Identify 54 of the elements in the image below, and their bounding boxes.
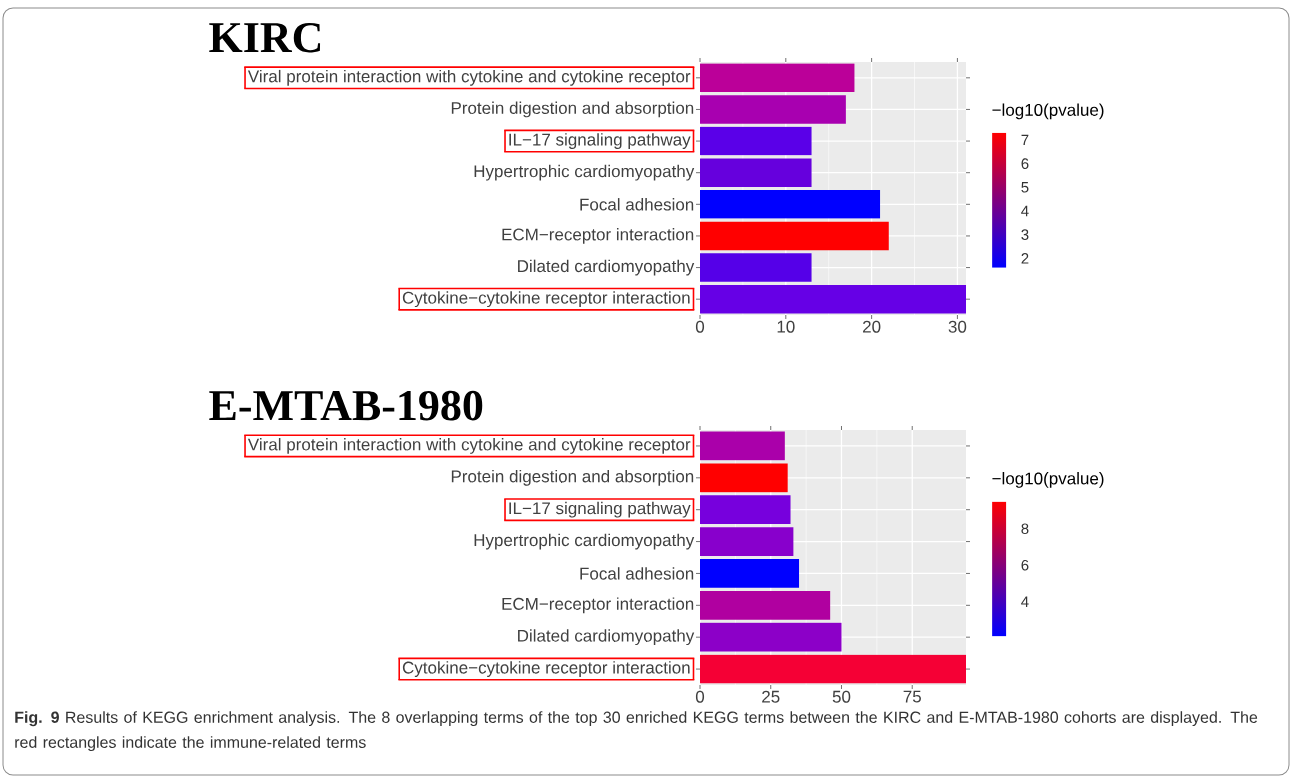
y-tick-label: Viral protein interaction with cytokine and cytokine receptor bbox=[247, 69, 691, 86]
x-tick-label: 10 bbox=[777, 320, 795, 333]
bar bbox=[700, 622, 842, 652]
color-bar-label: 5 bbox=[1021, 182, 1029, 193]
bar bbox=[700, 590, 831, 620]
bar bbox=[700, 284, 966, 314]
bar bbox=[700, 559, 800, 588]
text: Fig. 9 Results of KEGG enrichment analysis. The 8 overlapping terms of the top 30 enriched KEGG terms between the KIRC and E-MTAB-1980 cohorts are displayed. The red rectangles indicate the immune-related terms bbox=[15, 711, 1258, 752]
y-tick-label: Protein digestion and absorption bbox=[451, 469, 694, 486]
bar bbox=[700, 253, 812, 282]
y-tick-label: IL−17 signaling pathway bbox=[509, 133, 691, 149]
color-bar-label: 8 bbox=[1021, 523, 1029, 535]
bar bbox=[700, 654, 966, 684]
color-bar-label: 6 bbox=[1021, 559, 1029, 571]
bar bbox=[700, 527, 794, 556]
y-tick-label: Cytokine−cytokine receptor interaction bbox=[402, 291, 690, 308]
y-tick-label: Cytokine−cytokine receptor interaction bbox=[402, 661, 690, 677]
x-tick-label: 30 bbox=[948, 320, 967, 333]
bar bbox=[700, 126, 812, 156]
y-tick-label: Dilated cardiomyopathy bbox=[518, 259, 695, 276]
color-bar-title: −log10(pvalue) bbox=[992, 103, 1104, 120]
bar bbox=[700, 431, 785, 461]
color-bar-label: 3 bbox=[1021, 229, 1029, 240]
y-tick-label: Hypertrophic cardiomyopathy bbox=[474, 533, 695, 550]
y-tick-label: Protein digestion and absorption bbox=[451, 101, 694, 118]
color-bar-label: 6 bbox=[1021, 158, 1029, 169]
color-bar-label: 7 bbox=[1021, 134, 1029, 146]
y-tick-label: ECM−receptor interaction bbox=[502, 597, 694, 614]
x-tick-label: 50 bbox=[832, 690, 851, 703]
bar bbox=[700, 63, 855, 93]
color-bar-label: 4 bbox=[1021, 596, 1029, 607]
color-bar-label: 2 bbox=[1021, 253, 1029, 264]
y-tick-label: ECM−receptor interaction bbox=[502, 228, 694, 244]
x-tick-label: 0 bbox=[695, 690, 705, 703]
bar bbox=[700, 158, 812, 187]
x-tick-label: 20 bbox=[863, 320, 881, 333]
x-tick-label: 0 bbox=[695, 320, 705, 333]
x-tick-label: 75 bbox=[903, 690, 921, 703]
y-tick-label: Focal adhesion bbox=[580, 567, 694, 580]
bar bbox=[700, 495, 791, 525]
color-bar-title: −log10(pvalue) bbox=[992, 472, 1104, 488]
bar bbox=[700, 95, 846, 124]
y-tick-label: Viral protein interaction with cytokine and cytokine receptor bbox=[247, 438, 691, 454]
y-tick-label: Hypertrophic cardiomyopathy bbox=[474, 164, 695, 181]
text: KIRC bbox=[209, 22, 321, 53]
y-tick-label: Dilated cardiomyopathy bbox=[518, 629, 695, 646]
bar bbox=[700, 190, 881, 219]
y-tick-label: Focal adhesion bbox=[580, 198, 694, 211]
x-tick-label: 25 bbox=[762, 690, 780, 703]
y-tick-label: IL−17 signaling pathway bbox=[509, 501, 691, 518]
bar bbox=[700, 221, 889, 251]
color-bar-label: 4 bbox=[1021, 205, 1029, 217]
text: E-MTAB-1980 bbox=[209, 390, 483, 421]
bar bbox=[700, 463, 788, 493]
